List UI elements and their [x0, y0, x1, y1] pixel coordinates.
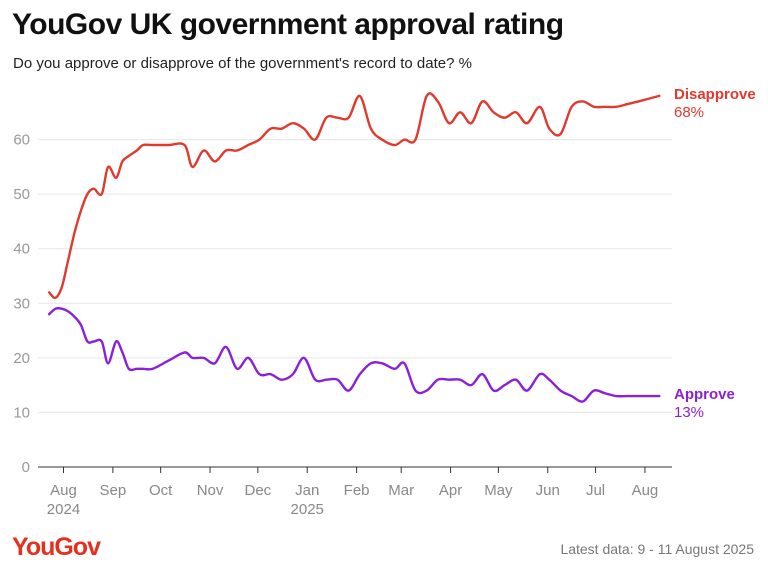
approve-series-line	[48, 306, 661, 403]
x-tick-label: Aug	[632, 482, 659, 499]
y-tick-label: 40	[13, 241, 30, 258]
disapprove-series-name: Disapprove	[674, 86, 756, 103]
latest-data-note: Latest data: 9 - 11 August 2025	[560, 541, 754, 557]
x-tick-label: Dec	[244, 482, 271, 499]
chart-subtitle: Do you approve or disapprove of the gove…	[13, 55, 472, 72]
approve-end-value: 13%	[674, 404, 704, 421]
y-tick-label: 50	[13, 186, 30, 203]
x-tick-label: Nov	[197, 482, 224, 499]
x-tick-label: Jun	[536, 482, 560, 499]
disapprove-series-line	[48, 92, 661, 300]
disapprove-end-value: 68%	[674, 104, 704, 121]
x-tick-label: Sep	[100, 482, 127, 499]
y-tick-label: 10	[13, 404, 30, 421]
gridlines	[38, 139, 672, 468]
yougov-logo: YouGov	[12, 533, 101, 561]
x-tick-label: Jan	[295, 482, 319, 499]
x-tick-year-label: 2024	[47, 501, 80, 518]
y-tick-label: 0	[22, 459, 30, 476]
x-tick-year-label: 2025	[291, 501, 324, 518]
y-tick-label: 20	[13, 350, 30, 367]
y-tick-label: 30	[13, 295, 30, 312]
approve-series-name: Approve	[674, 386, 735, 403]
x-tick-label: May	[484, 482, 513, 499]
x-axis: Aug 2024 Sep Oct Nov Dec Jan 2025 Feb Mar Apr May Ju…	[47, 467, 658, 518]
y-axis: 0 10 20 30 40 50 60	[13, 132, 30, 476]
series-lines	[48, 92, 661, 403]
x-tick-label: Aug	[50, 482, 77, 499]
y-tick-label: 60	[13, 132, 30, 149]
x-tick-label: Oct	[149, 482, 173, 499]
x-tick-label: Jul	[586, 482, 605, 499]
x-tick-label: Mar	[388, 482, 414, 499]
chart-title: YouGov UK government approval rating	[12, 8, 564, 41]
x-tick-label: Apr	[439, 482, 462, 499]
x-tick-label: Feb	[344, 482, 370, 499]
